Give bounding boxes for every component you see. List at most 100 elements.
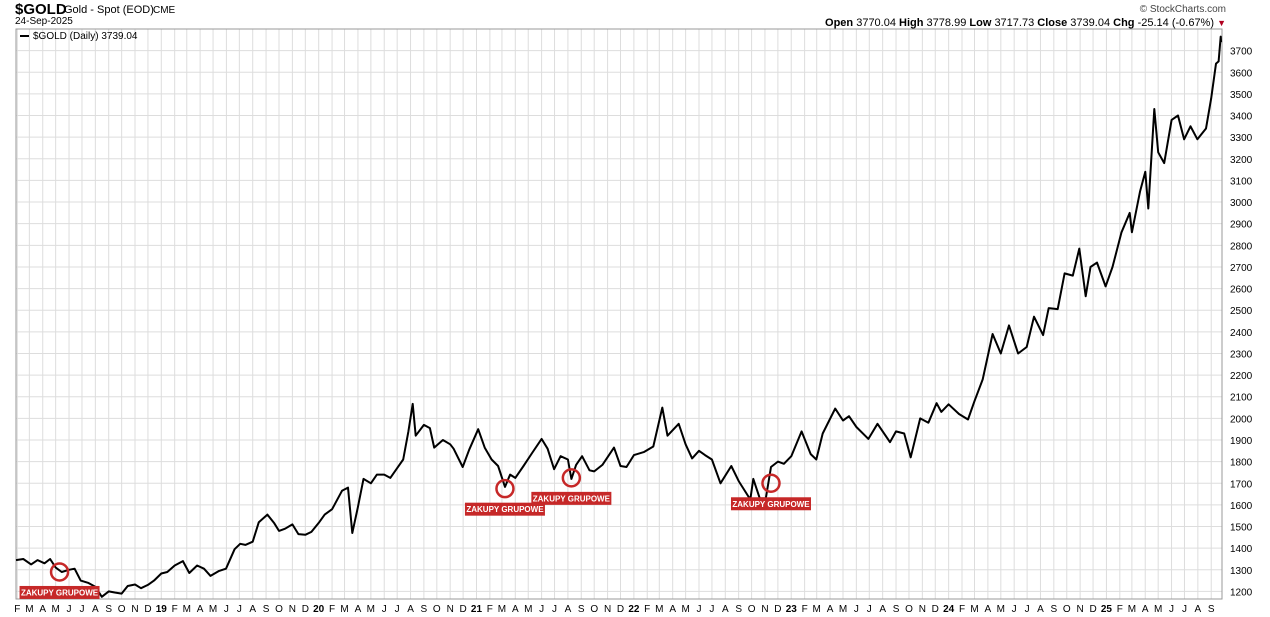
y-tick-label: 1200 [1230, 587, 1253, 598]
x-month-label: F [1117, 604, 1123, 615]
x-month-label: O [748, 604, 756, 615]
y-tick-label: 3100 [1230, 176, 1253, 187]
x-month-label: M [655, 604, 663, 615]
x-month-label: O [118, 604, 126, 615]
y-tick-label: 2600 [1230, 285, 1253, 296]
x-month-label: M [25, 604, 33, 615]
low-value: 3717.73 [994, 17, 1035, 29]
x-month-label: F [644, 604, 650, 615]
x-month-label: J [224, 604, 229, 615]
chart-grid [16, 29, 1222, 599]
annotation-label: ZAKUPY GRUPOWE [732, 500, 810, 509]
x-month-label: M [839, 604, 847, 615]
x-month-label: M [1128, 604, 1136, 615]
x-month-label: M [340, 604, 348, 615]
y-tick-label: 1300 [1230, 566, 1253, 577]
chart-description: Gold - Spot (EOD) [64, 4, 154, 16]
x-month-label: F [172, 604, 178, 615]
x-month-label: D [617, 604, 624, 615]
y-tick-label: 3300 [1230, 133, 1253, 144]
chart-symbol: $GOLD [15, 1, 67, 18]
y-tick-label: 2300 [1230, 349, 1253, 360]
annotation-circle [495, 478, 515, 499]
x-month-label: A [355, 604, 362, 615]
x-month-label: F [802, 604, 808, 615]
x-month-label: S [105, 604, 112, 615]
x-month-label: J [696, 604, 701, 615]
x-month-label: S [578, 604, 585, 615]
open-value: 3770.04 [856, 17, 896, 29]
x-month-label: D [932, 604, 939, 615]
annotation-label: ZAKUPY GRUPOWE [21, 588, 99, 597]
x-month-label: F [14, 604, 20, 615]
x-month-label: M [813, 604, 821, 615]
y-tick-label: 2400 [1230, 328, 1253, 339]
x-month-label: S [1051, 604, 1058, 615]
y-tick-label: 3500 [1230, 90, 1253, 101]
x-month-label: M [997, 604, 1005, 615]
x-month-label: J [854, 604, 859, 615]
x-axis: F M A M J J A S O N D 19 F M A M J J A S O N D 20 F M A M J J A S O N D 21 F… [14, 604, 1215, 615]
x-month-label: J [1012, 604, 1017, 615]
x-month-label: S [735, 604, 742, 615]
y-tick-label: 1700 [1230, 479, 1253, 490]
y-tick-label: 2000 [1230, 414, 1253, 425]
annotation-badge [730, 497, 811, 511]
y-tick-label: 2200 [1230, 371, 1253, 382]
y-tick-label: 3400 [1230, 112, 1253, 123]
x-month-label: J [67, 604, 72, 615]
annotation-badge [531, 491, 612, 505]
y-tick-label: 1400 [1230, 544, 1253, 555]
x-month-label: M [970, 604, 978, 615]
chart-legend: $GOLD (Daily) 3739.04 [20, 31, 138, 42]
x-year-label: 23 [786, 604, 798, 615]
x-year-label: 19 [156, 604, 168, 615]
plot-frame [15, 28, 1223, 600]
chg-label: Chg [1113, 17, 1135, 29]
x-month-label: J [79, 604, 84, 615]
open-label: Open [825, 17, 854, 29]
x-month-label: A [985, 604, 992, 615]
x-year-label: 22 [628, 604, 640, 615]
x-month-label: J [867, 604, 872, 615]
x-month-label: J [1025, 604, 1030, 615]
x-month-label: D [302, 604, 309, 615]
y-tick-label: 2900 [1230, 220, 1253, 231]
y-tick-label: 3000 [1230, 198, 1253, 209]
y-tick-label: 1500 [1230, 523, 1253, 534]
y-tick-label: 2500 [1230, 306, 1253, 317]
y-tick-label: 2700 [1230, 263, 1253, 274]
x-month-label: N [131, 604, 138, 615]
y-tick-label: 1900 [1230, 436, 1253, 447]
y-tick-label: 2100 [1230, 393, 1253, 404]
x-month-label: N [919, 604, 926, 615]
exchange-label: CME [153, 5, 176, 16]
x-month-label: O [1063, 604, 1071, 615]
x-month-label: A [827, 604, 834, 615]
x-month-label: N [289, 604, 296, 615]
x-month-label: J [395, 604, 400, 615]
low-label: Low [969, 17, 992, 29]
x-month-label: A [512, 604, 519, 615]
y-tick-label: 1800 [1230, 458, 1253, 469]
x-month-label: J [1169, 604, 1174, 615]
x-month-label: M [498, 604, 506, 615]
x-month-label: A [722, 604, 729, 615]
x-month-label: M [209, 604, 217, 615]
x-month-label: J [552, 604, 557, 615]
x-month-label: N [604, 604, 611, 615]
x-month-label: A [1195, 604, 1202, 615]
x-year-label: 21 [471, 604, 483, 615]
brand-watermark[interactable]: © StockCharts.com [1139, 4, 1226, 15]
y-tick-label: 3700 [1230, 47, 1253, 58]
x-year-label: 24 [943, 604, 955, 615]
x-month-label: M [1154, 604, 1162, 615]
chart-date: 24-Sep-2025 [15, 16, 73, 27]
x-month-label: D [144, 604, 151, 615]
x-month-label: N [447, 604, 454, 615]
annotation-circle [761, 473, 781, 494]
x-month-label: J [539, 604, 544, 615]
x-month-label: A [249, 604, 256, 615]
annotation-label: ZAKUPY GRUPOWE [533, 494, 611, 503]
y-tick-label: 1600 [1230, 501, 1253, 512]
